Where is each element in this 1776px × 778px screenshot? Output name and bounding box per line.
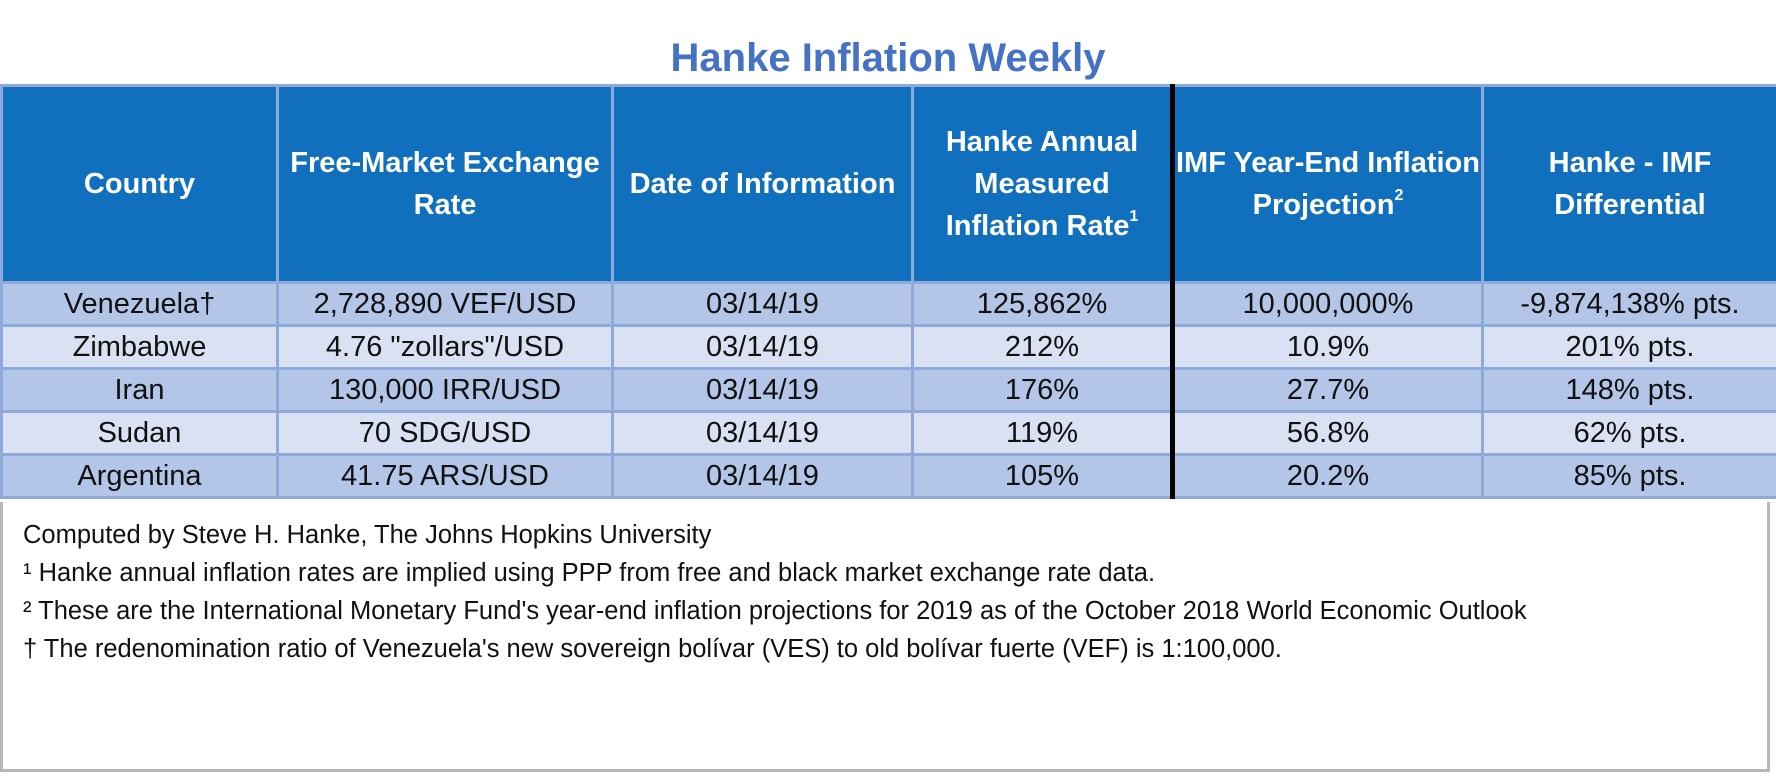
cell-country: Argentina	[0, 453, 279, 499]
cell-imf-projection: 20.2%	[1170, 453, 1484, 499]
table-row: Zimbabwe 4.76 "zollars"/USD 03/14/19 212…	[0, 324, 1776, 370]
footnotes: Computed by Steve H. Hanke, The Johns Ho…	[0, 502, 1770, 772]
cell-differential: -9,874,138% pts.	[1481, 281, 1776, 327]
page-title: Hanke Inflation Weekly	[670, 36, 1106, 80]
cell-country: Sudan	[0, 410, 279, 456]
footnote-2: ² These are the International Monetary F…	[23, 597, 1527, 625]
cell-exchange-rate: 41.75 ARS/USD	[276, 453, 614, 499]
cell-exchange-rate: 130,000 IRR/USD	[276, 367, 614, 413]
footnote-1: ¹ Hanke annual inflation rates are impli…	[23, 559, 1156, 587]
table-row: Sudan 70 SDG/USD 03/14/19 119% 56.8% 62%…	[0, 410, 1776, 456]
cell-country: Venezuela†	[0, 281, 279, 327]
cell-imf-projection: 56.8%	[1170, 410, 1484, 456]
cell-country: Zimbabwe	[0, 324, 279, 370]
cell-differential: 85% pts.	[1481, 453, 1776, 499]
table-row: Iran 130,000 IRR/USD 03/14/19 176% 27.7%…	[0, 367, 1776, 413]
cell-hanke-rate: 119%	[911, 410, 1174, 456]
cell-exchange-rate: 2,728,890 VEF/USD	[276, 281, 614, 327]
column-header-exchange-rate: Free-Market Exchange Rate	[276, 84, 614, 284]
cell-hanke-rate: 125,862%	[911, 281, 1174, 327]
cell-date: 03/14/19	[611, 324, 914, 370]
cell-imf-projection: 10.9%	[1170, 324, 1484, 370]
cell-date: 03/14/19	[611, 367, 914, 413]
cell-hanke-rate: 212%	[911, 324, 1174, 370]
cell-date: 03/14/19	[611, 281, 914, 327]
column-header-differential: Hanke - IMF Differential	[1481, 84, 1776, 284]
column-header-country: Country	[0, 84, 279, 284]
cell-imf-projection: 27.7%	[1170, 367, 1484, 413]
footnote-dagger: † The redenomination ratio of Venezuela'…	[23, 635, 1282, 663]
cell-date: 03/14/19	[611, 453, 914, 499]
cell-differential: 201% pts.	[1481, 324, 1776, 370]
column-header-hanke-rate: Hanke Annual Measured Inflation Rate1	[911, 84, 1174, 284]
cell-hanke-rate: 176%	[911, 367, 1174, 413]
inflation-table: Country Free-Market Exchange Rate Date o…	[0, 84, 1776, 499]
cell-differential: 62% pts.	[1481, 410, 1776, 456]
cell-hanke-rate: 105%	[911, 453, 1174, 499]
cell-imf-projection: 10,000,000%	[1170, 281, 1484, 327]
table-row: Venezuela† 2,728,890 VEF/USD 03/14/19 12…	[0, 281, 1776, 327]
cell-differential: 148% pts.	[1481, 367, 1776, 413]
table-row: Argentina 41.75 ARS/USD 03/14/19 105% 20…	[0, 453, 1776, 499]
header-row: Country Free-Market Exchange Rate Date o…	[0, 84, 1776, 284]
credit-note: Computed by Steve H. Hanke, The Johns Ho…	[23, 521, 712, 549]
cell-country: Iran	[0, 367, 279, 413]
column-header-date: Date of Information	[611, 84, 914, 284]
column-header-imf-projection: IMF Year-End Inflation Projection2	[1170, 84, 1484, 284]
cell-exchange-rate: 4.76 "zollars"/USD	[276, 324, 614, 370]
cell-date: 03/14/19	[611, 410, 914, 456]
cell-exchange-rate: 70 SDG/USD	[276, 410, 614, 456]
